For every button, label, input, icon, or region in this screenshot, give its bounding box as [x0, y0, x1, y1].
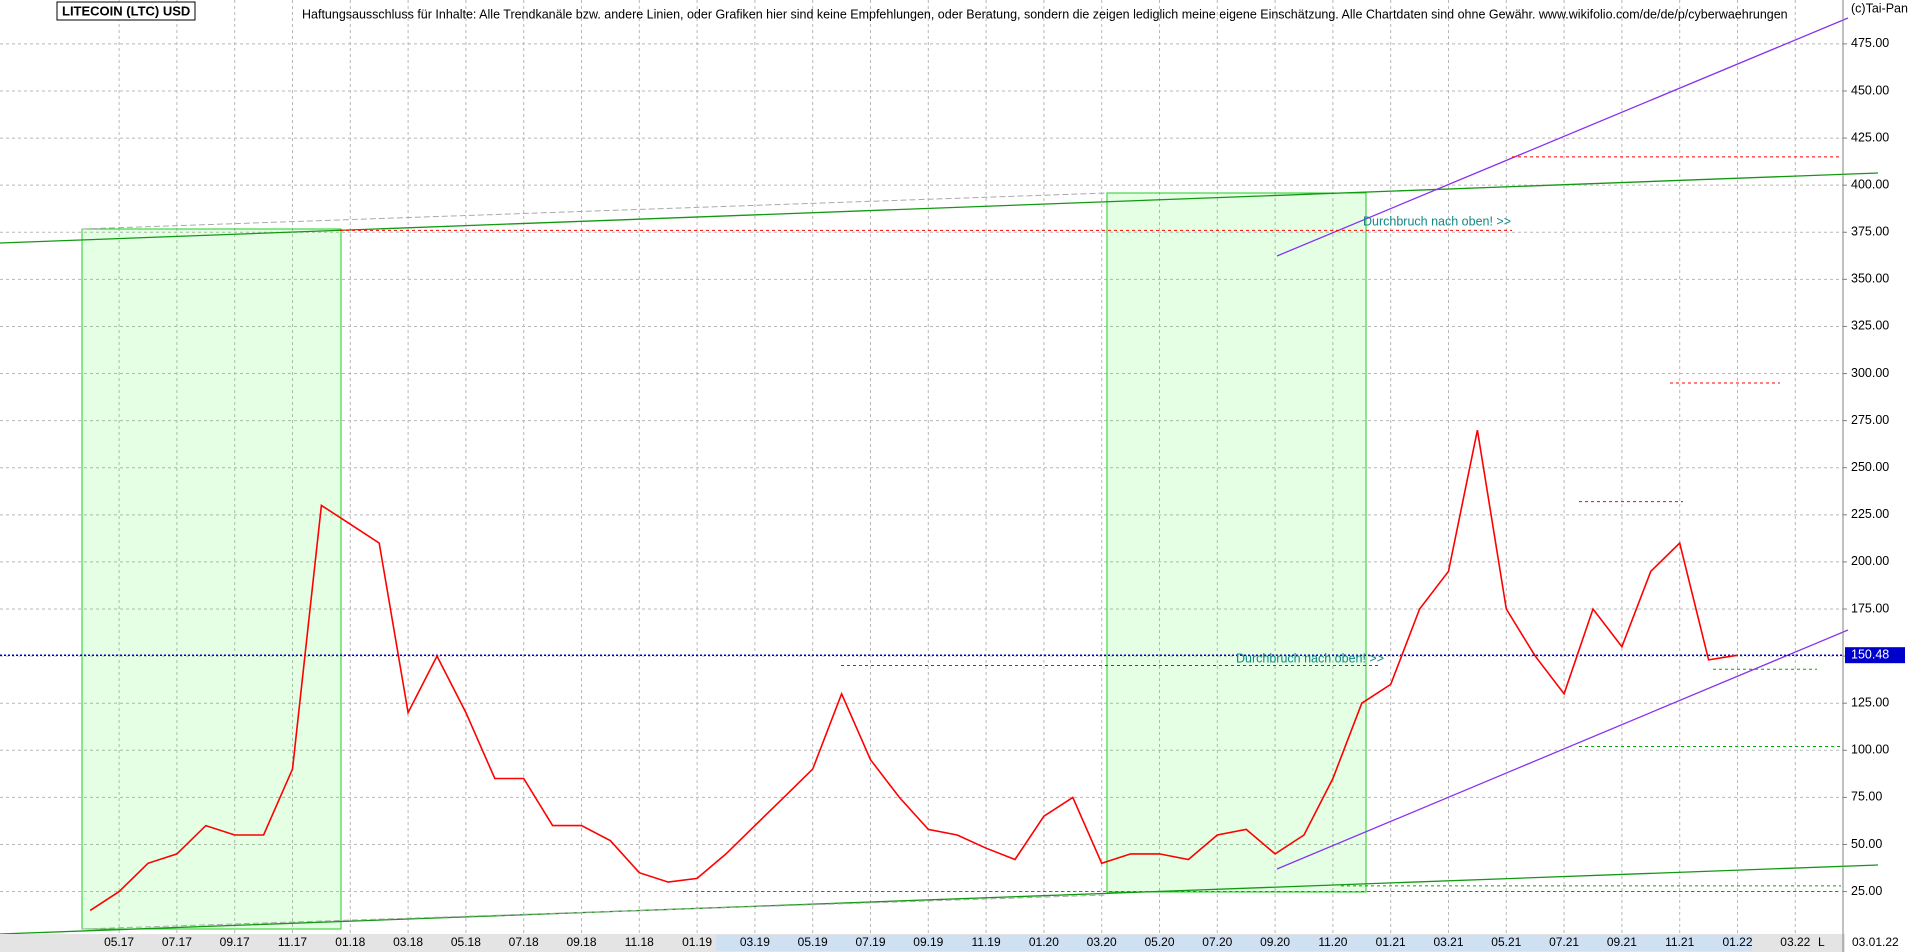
copyright: (c)Tai-Pan — [1851, 1, 1908, 15]
x-tick-label: 09.18 — [566, 935, 596, 949]
y-tick-label: 325.00 — [1851, 319, 1889, 333]
x-tick-label: 11.21 — [1665, 935, 1694, 949]
title-box — [56, 1, 196, 21]
annotation: Durchbruch nach oben! >> — [1363, 214, 1511, 228]
y-tick-label: 350.00 — [1851, 272, 1889, 286]
x-tick-label: 01.18 — [335, 935, 365, 949]
highlight-zone — [81, 228, 342, 930]
x-tick-label: 11.19 — [972, 935, 1001, 949]
x-tick-label: 05.21 — [1491, 935, 1521, 949]
x-tick-label: 11.17 — [278, 935, 307, 949]
y-tick-label: 200.00 — [1851, 554, 1889, 568]
y-tick-label: 100.00 — [1851, 743, 1889, 757]
trend-line — [1276, 629, 1849, 870]
x-tick-label: 11.20 — [1318, 935, 1347, 949]
x-tick-label: 01.22 — [1722, 935, 1752, 949]
x-tick-label: 07.20 — [1202, 935, 1232, 949]
x-tick-label: 07.19 — [855, 935, 885, 949]
y-tick-label: 275.00 — [1851, 413, 1889, 427]
x-tick-label: 05.19 — [798, 935, 828, 949]
y-tick-label: 375.00 — [1851, 225, 1889, 239]
trend-line — [1276, 17, 1849, 257]
y-tick-label: 25.00 — [1851, 884, 1882, 898]
price-line — [89, 429, 1738, 912]
disclaimer: Haftungsausschluss für Inhalte: Alle Tre… — [302, 7, 1788, 21]
current-price-label: 150.48 — [1851, 647, 1889, 661]
highlight-zone — [1106, 192, 1367, 893]
series-layer — [89, 429, 1738, 912]
x-tick-label: 07.17 — [162, 935, 192, 949]
x-tick-label: 11.18 — [625, 935, 654, 949]
x-tick-label: 09.17 — [220, 935, 250, 949]
y-tick-label: 475.00 — [1851, 36, 1889, 50]
y-tick-label: 300.00 — [1851, 366, 1889, 380]
y-tick-label: 125.00 — [1851, 695, 1889, 709]
y-tick-label: 50.00 — [1851, 837, 1882, 851]
x-tick-label: 01.20 — [1029, 935, 1059, 949]
x-tick-label: 09.20 — [1260, 935, 1290, 949]
scale-label: L — [1818, 935, 1825, 949]
x-tick-label: 03.18 — [393, 935, 423, 949]
x-axis-range — [716, 935, 1752, 951]
x-tick-label: 05.20 — [1144, 935, 1174, 949]
x-tick-label: 03.20 — [1087, 935, 1117, 949]
y-tick-label: 425.00 — [1851, 130, 1889, 144]
x-tick-label: 05.18 — [451, 935, 481, 949]
trend-line — [0, 864, 1879, 935]
annotation: Durchbruch nach oben! >> — [1236, 651, 1384, 665]
x-tick-label: 01.21 — [1376, 935, 1406, 949]
y-tick-label: 250.00 — [1851, 460, 1889, 474]
x-tick-label: 03.22 — [1780, 935, 1810, 949]
x-tick-label: 03.21 — [1433, 935, 1463, 949]
y-tick-label: 175.00 — [1851, 601, 1889, 615]
x-tick-label: 05.17 — [104, 935, 134, 949]
y-tick-label: 225.00 — [1851, 507, 1889, 521]
trend-line — [0, 172, 1879, 244]
date-label: 03.01.22 — [1852, 935, 1899, 949]
x-tick-label: 07.21 — [1549, 935, 1579, 949]
x-tick-label: 01.19 — [682, 935, 712, 949]
y-tick-label: 75.00 — [1851, 790, 1882, 804]
x-tick-label: 03.19 — [740, 935, 770, 949]
current-price-box — [1845, 647, 1905, 664]
y-tick-label: 400.00 — [1851, 177, 1889, 191]
grid-layer — [0, 0, 1843, 933]
x-tick-label: 09.21 — [1607, 935, 1637, 949]
x-tick-label: 07.18 — [509, 935, 539, 949]
level-layer — [0, 156, 1843, 893]
y-tick-label: 450.00 — [1851, 83, 1889, 97]
chart-title: LITECOIN (LTC) USD — [62, 3, 190, 18]
x-tick-label: 09.19 — [913, 935, 943, 949]
